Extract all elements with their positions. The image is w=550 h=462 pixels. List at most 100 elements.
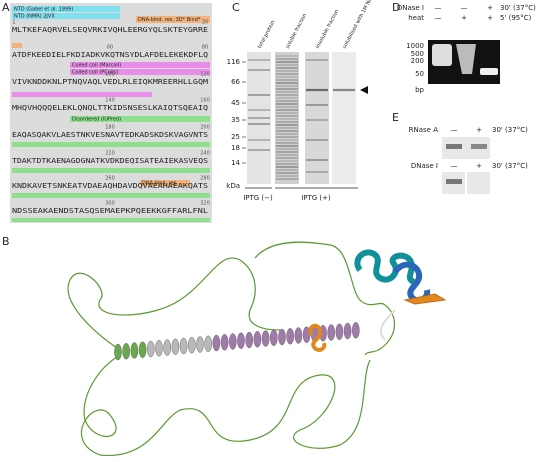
sign: +	[487, 4, 493, 12]
sign: +	[476, 162, 482, 170]
protein-structure	[67, 241, 447, 456]
band	[480, 68, 498, 75]
ruler-number: 200	[200, 125, 210, 131]
helix-turn	[187, 337, 196, 354]
helix-turn	[278, 328, 286, 346]
feature-bar	[70, 69, 210, 75]
sign: —	[461, 4, 468, 12]
feature-label: Coiled coil (Marcoil)	[72, 63, 121, 69]
ladder-label: 200	[411, 57, 424, 65]
sequence-line: EAQASQAKVLAESTNKVESNAVTEDKADSKDSKVAGVNTS	[12, 130, 208, 139]
sign: +	[476, 126, 482, 134]
ruler-number: 220	[105, 151, 115, 157]
ruler-number: 1	[12, 20, 15, 26]
ruler-number: 160	[200, 98, 210, 104]
helix-turn	[212, 334, 221, 352]
lane-label: total protein	[257, 20, 277, 50]
group-label: IPTG (−)	[243, 194, 273, 202]
ruler-number: 100	[105, 72, 115, 78]
panel-label: E	[392, 111, 399, 124]
panel-label: D	[392, 1, 400, 14]
helix-turn	[163, 339, 171, 356]
condition: 30' (37°C)	[492, 162, 528, 170]
ruler-number: 120	[200, 72, 210, 78]
row-label: DNase I	[397, 4, 424, 12]
panel-e: RNase A — + 30' (37°C) DNase I — + 30' (…	[409, 126, 528, 194]
helix-turn	[155, 340, 163, 357]
marker-label: 66	[231, 78, 240, 86]
ruler-number: 300	[105, 201, 115, 207]
ruler-number: 20	[202, 20, 208, 26]
helix-turn	[245, 331, 253, 349]
sequence-line: NDSSEAKAENDSTASQSEMAEPKPQEEKKGFFARLFNL	[12, 206, 208, 215]
group-label: IPTG (+)	[301, 194, 331, 202]
ruler-number: 280	[200, 176, 210, 182]
row-label: RNase A	[409, 126, 439, 134]
feature-bar	[12, 6, 120, 12]
sign: +	[487, 14, 493, 22]
band	[446, 144, 462, 149]
loop	[254, 241, 395, 356]
ladder-label: 1000	[406, 42, 424, 50]
feature-label: Disordered (IUPred)	[72, 117, 121, 123]
helix-turn	[286, 328, 295, 345]
feature-label: NTD (NMR) 2JVX	[14, 14, 55, 20]
sequence-line: MLTKEFAQRVELSEQVRKIVQHLEERGYQLSKTEYGRRE	[12, 25, 208, 34]
feature-bar	[12, 218, 210, 222]
sign: —	[451, 162, 458, 170]
unit-label: kDa	[226, 182, 240, 190]
marker-label: 14	[231, 159, 240, 167]
loop	[80, 354, 371, 456]
sign: +	[461, 14, 467, 22]
condition: 30' (37°C)	[492, 126, 528, 134]
ruler-number: 80	[202, 45, 208, 51]
helix-turn	[327, 324, 336, 341]
marker-label: 45	[231, 99, 240, 107]
feature-label: DNA-bind. res. 3D* Bind*	[138, 17, 201, 23]
sequence-line: MHQVHQQQELEKLQNQLTTKIDSNSESLKAIQTSQEAIQ	[12, 103, 208, 112]
helix-turn	[343, 322, 352, 340]
helix-turn	[138, 341, 147, 358]
helix-turn	[237, 332, 245, 349]
arrowhead	[360, 86, 368, 94]
ruler-number: 140	[105, 98, 115, 104]
feature-bar	[140, 180, 190, 186]
panel-label: B	[2, 235, 10, 248]
helix-turn	[261, 330, 270, 347]
panel-label: A	[2, 1, 10, 14]
lane-label: soluble fraction	[285, 13, 308, 50]
helix	[114, 322, 360, 361]
ruler-number: 180	[105, 125, 115, 131]
feature-bar	[70, 62, 210, 68]
strand-orange	[403, 293, 447, 305]
sign: —	[451, 126, 458, 134]
panel-d: DNase I heat — — + — + + 30' (37°C) 5' (…	[397, 4, 536, 94]
sequence-line: KNDKAVETSNKEATVDAEAQHDAVDQVAEAHAEAKQATS	[12, 181, 208, 190]
smear	[456, 44, 476, 74]
sequence-line: TDAKTDTKAENAGDGNATKVDKDEQISATEAIEKASVEQS	[12, 156, 208, 165]
ruler-number: 260	[105, 176, 115, 182]
sequence-background	[10, 3, 212, 223]
ruler-number: 60	[107, 45, 113, 51]
feature-bar	[70, 116, 210, 122]
feature-bar	[12, 193, 210, 198]
ladder-label: 500	[411, 50, 424, 58]
helix-turn	[204, 335, 212, 352]
panel-a: NTD (Gabel et al. 1999)NTD (NMR) 2JVX DNA…	[12, 6, 210, 222]
helix-turn	[228, 333, 237, 350]
condition: 5' (95°C)	[500, 14, 532, 22]
helix-turn	[114, 343, 122, 361]
helix-turn	[294, 327, 303, 344]
panel-label: C	[232, 1, 240, 14]
feature-label: DNA-bind. res.	[142, 181, 178, 187]
feature-bar	[12, 43, 22, 48]
feature-bar	[12, 13, 120, 19]
ruler-number: 320	[200, 201, 210, 207]
sequence-line: ATDFKEEDIELFKDIADKVKQTNSYDLAFDELEKEKDFLQ	[12, 50, 208, 59]
band	[446, 179, 462, 184]
loop	[67, 257, 281, 351]
helix-turn	[269, 329, 278, 346]
lane-label: insoluble fraction	[315, 9, 341, 50]
sequence-line: VIVKNDDKNLPTNQVAQLVEDLRLEIQKMREERHLLGQM	[12, 77, 209, 86]
